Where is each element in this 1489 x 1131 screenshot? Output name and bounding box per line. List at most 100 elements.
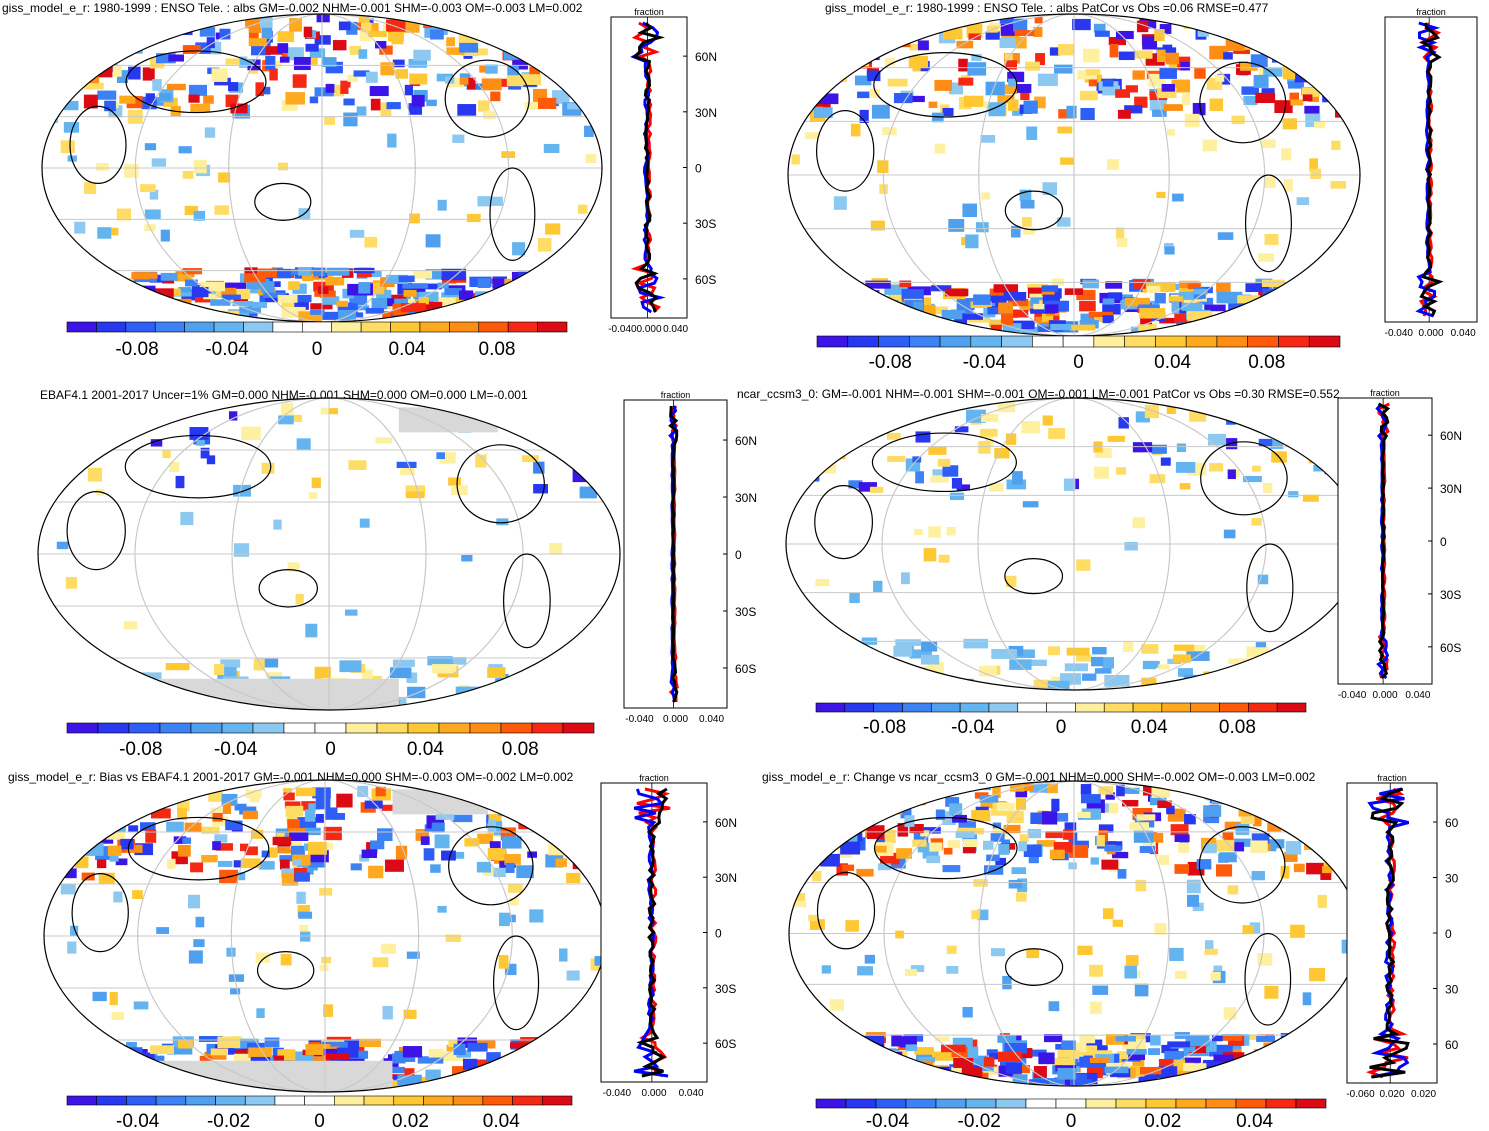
data-cell (790, 1050, 803, 1062)
side-plot-y-tick: 30S (735, 605, 756, 619)
data-cell (437, 199, 447, 211)
data-cell (255, 952, 270, 963)
data-cell (325, 276, 345, 286)
data-cell (397, 1074, 422, 1086)
data-cell (261, 850, 276, 858)
data-cell (491, 196, 503, 206)
data-cell (457, 1037, 478, 1048)
data-cell (358, 49, 368, 59)
data-cell (1028, 1079, 1049, 1086)
data-cell (1125, 955, 1139, 966)
data-cell (1246, 19, 1259, 30)
data-cell (521, 1081, 539, 1092)
data-cell (441, 292, 460, 300)
data-cell (798, 813, 815, 823)
data-cell (583, 848, 601, 857)
data-cell (112, 65, 122, 77)
coastline (456, 444, 545, 524)
data-cell (319, 964, 329, 972)
data-cell (425, 1069, 441, 1080)
data-cell (1151, 832, 1164, 843)
data-cell (858, 1077, 880, 1086)
data-cell (813, 107, 833, 118)
profile-line-total (1419, 22, 1444, 317)
colorbar-swatch (1046, 702, 1076, 713)
data-cell (1247, 327, 1268, 334)
data-cell (1320, 835, 1336, 846)
data-cell (1133, 279, 1151, 289)
data-cell (189, 14, 204, 25)
data-cell (1154, 292, 1166, 304)
data-cell (277, 162, 288, 171)
data-cell (1096, 835, 1105, 847)
data-cell (1176, 322, 1202, 329)
data-cell (909, 824, 924, 834)
data-cell (922, 1078, 935, 1086)
data-cell (477, 833, 493, 845)
data-cell (1280, 313, 1302, 324)
data-cell (1038, 1052, 1055, 1065)
data-cell (1019, 300, 1041, 312)
data-cell (1033, 1065, 1047, 1078)
data-cell (893, 645, 913, 657)
data-cell (521, 279, 533, 291)
side-plot-y-tick: 0 (695, 162, 702, 176)
colorbar-swatch (1278, 335, 1310, 348)
data-cell (874, 35, 891, 46)
data-cell (923, 782, 935, 797)
data-cell (977, 909, 989, 921)
coastline (444, 59, 530, 138)
data-cell (1276, 652, 1294, 663)
data-cell (178, 146, 192, 154)
data-cell (579, 486, 597, 499)
data-cell (529, 909, 544, 923)
data-cell (304, 827, 321, 836)
data-cell (1280, 1060, 1293, 1070)
data-cell (1056, 217, 1071, 227)
data-cell (547, 63, 567, 77)
data-cell (86, 1068, 98, 1080)
data-cell (1004, 53, 1013, 66)
data-cell (1284, 1064, 1307, 1077)
data-cell (845, 1045, 870, 1054)
data-cell (834, 312, 860, 322)
colorbar-swatch (360, 321, 391, 333)
data-cell (206, 37, 215, 49)
data-cell (167, 858, 176, 869)
data-cell (226, 947, 236, 957)
data-cell (115, 858, 128, 866)
data-cell (1185, 644, 1206, 654)
side-plot-y-tick: 0 (1440, 535, 1447, 549)
data-cell (917, 40, 929, 51)
data-cell (228, 974, 244, 982)
colorbar-swatch (562, 722, 595, 734)
data-cell (240, 858, 261, 868)
data-cell (1091, 656, 1104, 667)
data-cell (815, 578, 830, 587)
data-cell (1126, 1048, 1147, 1055)
data-cell (1146, 285, 1161, 293)
data-cell (1290, 302, 1313, 309)
data-cell (295, 787, 316, 797)
data-cell (1076, 1062, 1093, 1068)
data-cell (244, 846, 258, 856)
data-cell (1324, 1049, 1341, 1061)
data-cell (578, 27, 598, 38)
data-cell (163, 97, 178, 107)
data-cell (50, 294, 69, 301)
data-cell (1170, 824, 1189, 836)
data-cell (846, 1060, 868, 1071)
side-plot-x-tick: 0.040 (679, 1088, 704, 1099)
data-cell (107, 845, 122, 856)
data-cell (551, 305, 567, 315)
data-cell (86, 299, 102, 305)
data-cell (1264, 985, 1279, 999)
data-cell (135, 1077, 159, 1090)
data-cell (887, 78, 908, 87)
data-cell (312, 267, 326, 277)
data-cell (1324, 855, 1341, 868)
colorbar-swatch (331, 321, 362, 333)
data-cell (1196, 1077, 1222, 1084)
data-cell (1280, 416, 1297, 428)
